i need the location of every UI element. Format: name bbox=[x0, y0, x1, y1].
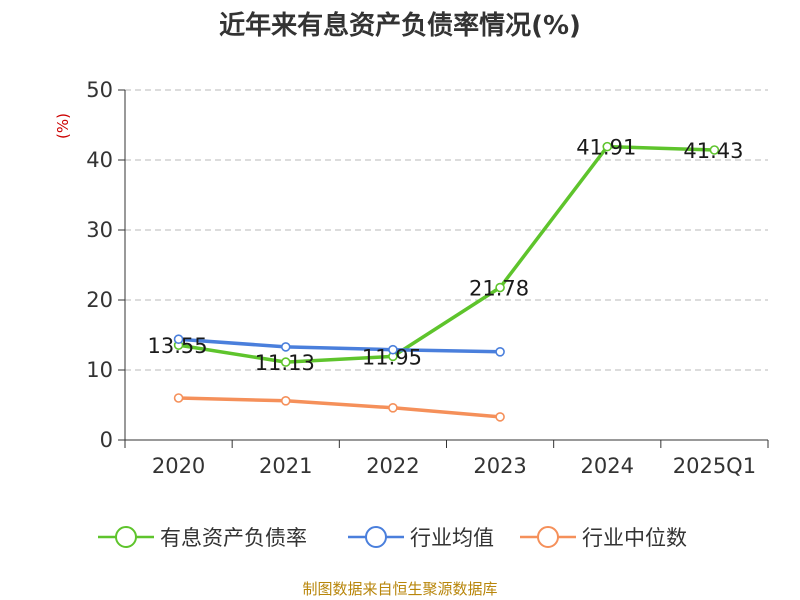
grid-lines bbox=[125, 89, 768, 371]
legend-marker-1 bbox=[365, 526, 387, 548]
legend-label-2: 行业中位数 bbox=[582, 526, 687, 550]
x-tick-label: 2023 bbox=[473, 454, 526, 478]
series-point-2 bbox=[495, 412, 505, 422]
data-label: 41.91 bbox=[576, 136, 636, 160]
series-line-0 bbox=[176, 144, 717, 364]
series-point-0 bbox=[602, 141, 613, 152]
series-point-2 bbox=[388, 402, 398, 413]
data-label: 13.55 bbox=[148, 334, 208, 358]
series-point-0 bbox=[495, 282, 505, 293]
x-tick-label: 2024 bbox=[581, 454, 634, 478]
x-tick-label: 2021 bbox=[259, 454, 312, 478]
data-label: 11.13 bbox=[255, 351, 315, 375]
y-tick-label: 20 bbox=[86, 288, 113, 312]
y-tick-label: 0 bbox=[100, 428, 113, 452]
series-point-1 bbox=[495, 346, 505, 357]
series-point-1 bbox=[173, 334, 184, 345]
data-label: 41.43 bbox=[683, 139, 743, 163]
series-point-2 bbox=[173, 393, 184, 403]
legend-marker-0 bbox=[115, 526, 137, 548]
y-tick-label: 40 bbox=[86, 148, 113, 172]
legend-marker-2 bbox=[537, 526, 559, 548]
series-point-0 bbox=[280, 357, 291, 367]
source-note: 制图数据来自恒生聚源数据库 bbox=[302, 580, 497, 598]
series-point-1 bbox=[280, 342, 291, 352]
data-label: 11.95 bbox=[362, 345, 422, 369]
x-tick-label: 2022 bbox=[366, 454, 419, 478]
series-point-1 bbox=[388, 344, 398, 355]
series-line-1 bbox=[176, 337, 502, 354]
legend-label-0: 有息资产负债率 bbox=[160, 526, 307, 550]
axes: 0 10 20 30 40 50 2020 2021 2022 2023 2024 2025Q1 bbox=[86, 78, 769, 478]
data-label: 21.78 bbox=[469, 277, 529, 301]
x-tick-label: 2020 bbox=[152, 454, 205, 478]
series-point-2 bbox=[280, 395, 291, 406]
x-tick-label: 2025Q1 bbox=[673, 454, 756, 478]
series-point-0 bbox=[709, 145, 720, 155]
y-tick-label: 10 bbox=[86, 358, 113, 382]
chart-title: 近年来有息资产负债率情况(%) bbox=[219, 10, 581, 41]
legend-label-1: 行业均值 bbox=[410, 526, 494, 550]
series-line-2 bbox=[176, 396, 502, 419]
y-tick-label: 50 bbox=[86, 78, 113, 102]
data-labels: 13.55 11.13 11.95 21.78 41.91 41.43 bbox=[148, 136, 744, 375]
series-lines bbox=[173, 141, 720, 422]
y-tick-label: 30 bbox=[86, 218, 113, 242]
legend: 有息资产负债率 行业均值 行业中位数 bbox=[98, 526, 687, 550]
y-axis-unit-label: (%) bbox=[54, 113, 72, 139]
